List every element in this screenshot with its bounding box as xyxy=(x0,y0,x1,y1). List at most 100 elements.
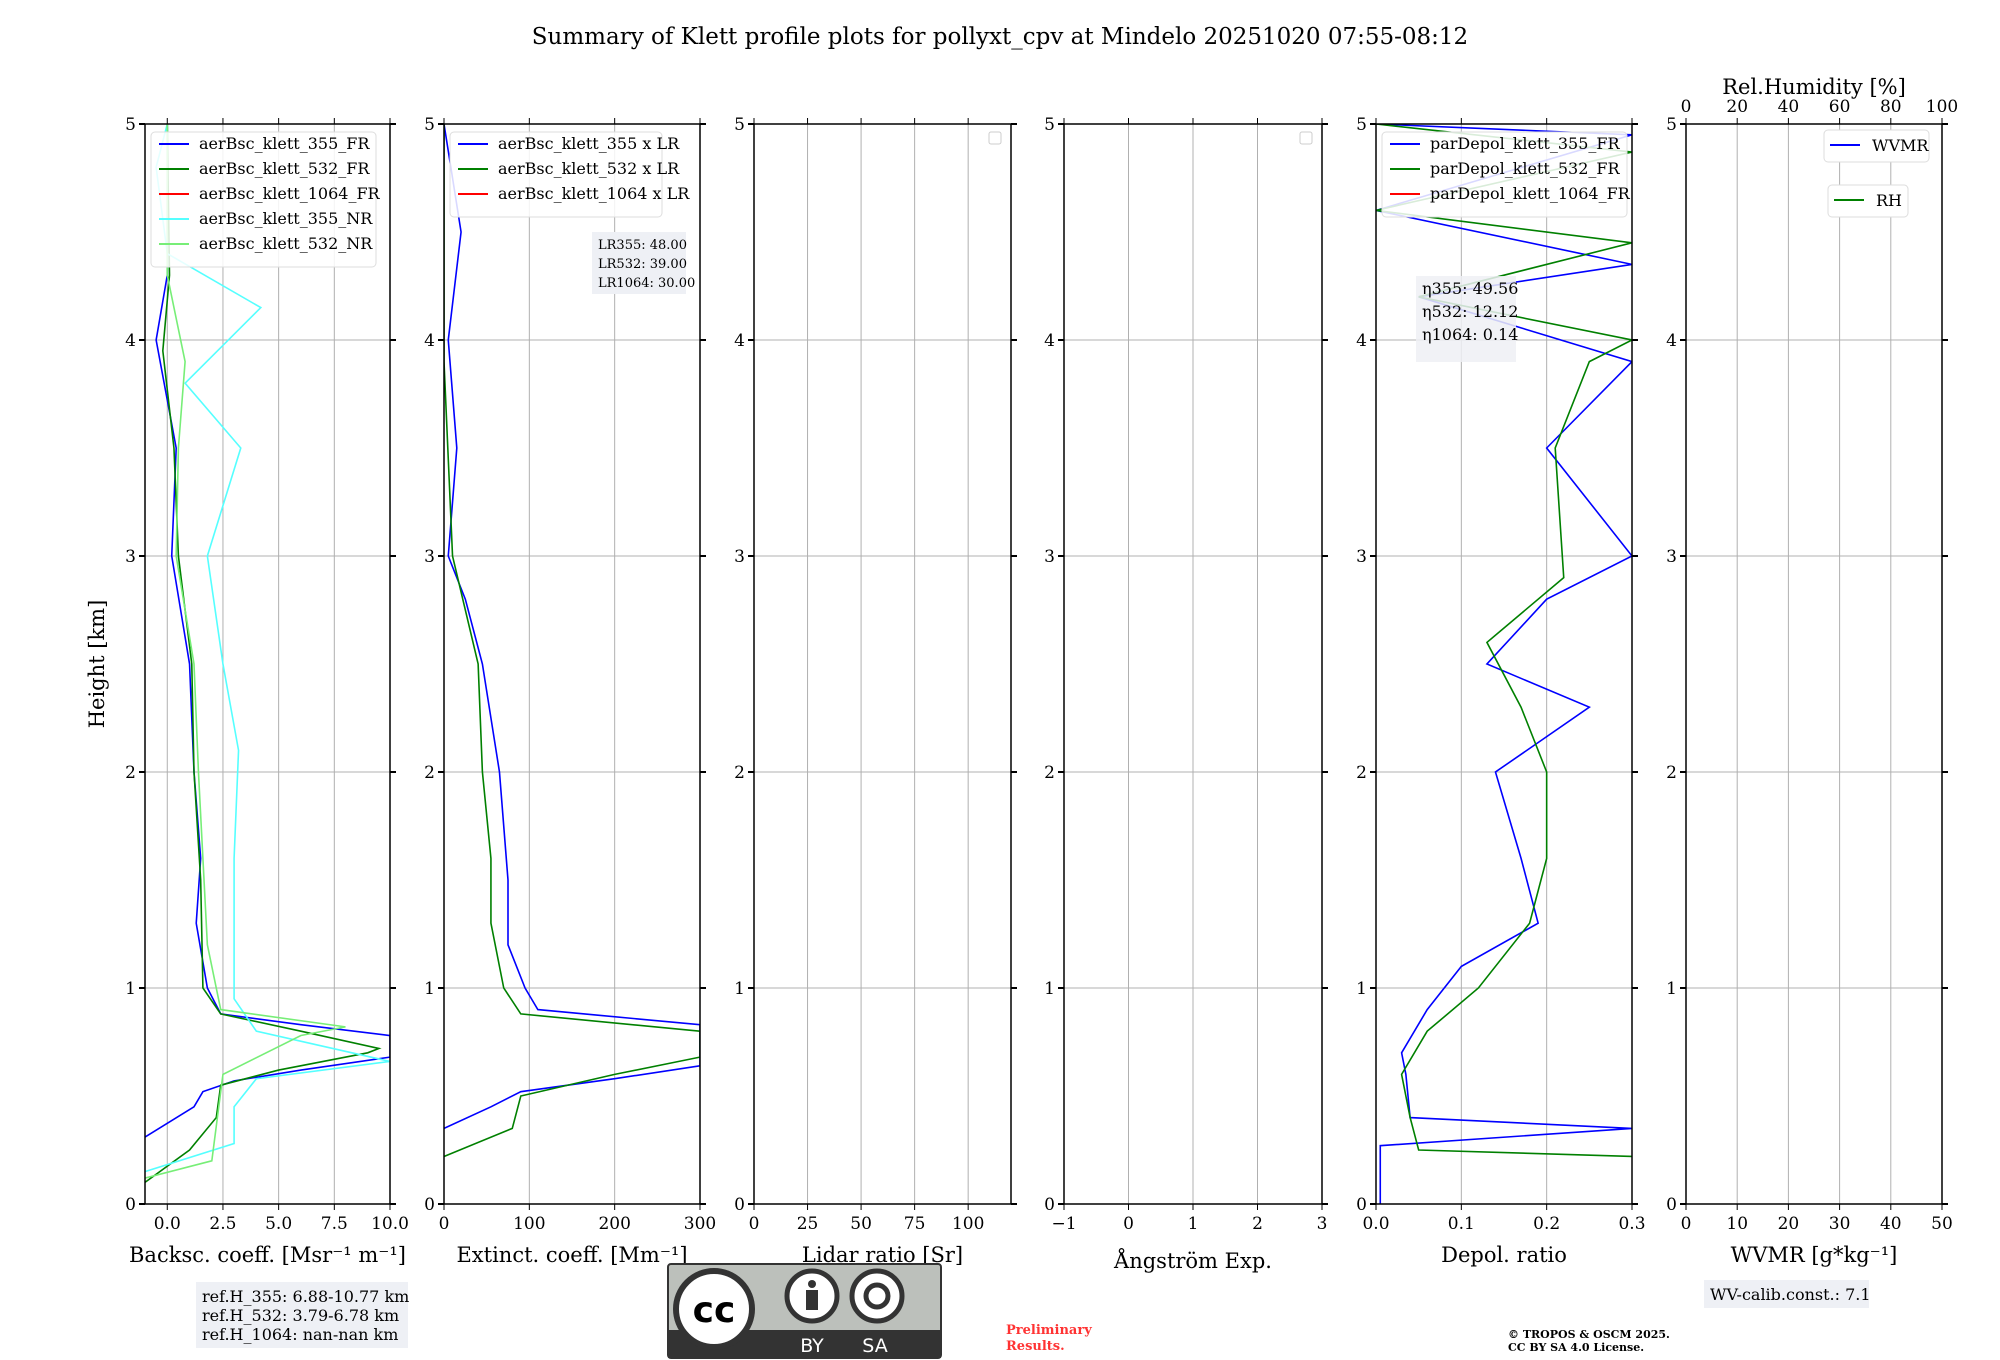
y-tick-label: 3 xyxy=(1666,547,1677,567)
x-tick-label: 100 xyxy=(513,1214,545,1234)
x-tick-label: 30 xyxy=(1829,1214,1851,1234)
panel-depol: 0.0 0.1 0.2 0.3 0 1 2 3 4 5 Depol. ratio parDepol_k… xyxy=(1356,115,1645,1267)
y-axis-label: Height [km] xyxy=(85,600,109,729)
top-x-tick-label: 80 xyxy=(1880,97,1902,117)
by-person-icon xyxy=(808,1280,816,1288)
top-x-tick-label: 60 xyxy=(1829,97,1851,117)
y-tick-label: 4 xyxy=(424,331,435,351)
sa-label: SA xyxy=(862,1335,887,1357)
y-tick-label: 2 xyxy=(424,763,435,783)
legend-entry: aerBsc_klett_1064 x LR xyxy=(498,184,690,203)
y-tick-label: 5 xyxy=(1044,115,1055,135)
x-tick-label: 0 xyxy=(1681,1214,1692,1234)
x-tick-label: 200 xyxy=(598,1214,630,1234)
legend-entry: aerBsc_klett_532_NR xyxy=(199,234,373,253)
panel-bsc: 0.0 2.5 5.0 7.5 10.0 0 1 2 3 4 5 Backsc. coeff. [Ms… xyxy=(125,115,409,1267)
legend-entry: aerBsc_klett_532_FR xyxy=(199,159,370,178)
by-label: BY xyxy=(800,1335,824,1357)
x-tick-label: 0.3 xyxy=(1618,1214,1645,1234)
legend-box xyxy=(449,131,663,218)
sa-icon xyxy=(849,1268,905,1324)
y-tick-label: 5 xyxy=(1356,115,1367,135)
series-line-aerBsc_klett_532_NR xyxy=(145,124,346,1179)
eta-box xyxy=(1416,276,1516,362)
lr-value: LR532: 39.00 xyxy=(598,257,687,272)
legend-entry: parDepol_klett_1064_FR xyxy=(1430,184,1631,203)
series-line-aerBsc_klett_532_FR xyxy=(145,124,382,1184)
x-tick-label: −1 xyxy=(1051,1214,1076,1234)
copyright-line1: © TROPOS & OSCM 2025. xyxy=(1508,1328,1670,1341)
eta-value: η532: 12.12 xyxy=(1422,302,1518,321)
y-tick-label: 2 xyxy=(1044,763,1055,783)
y-tick-label: 1 xyxy=(734,979,745,999)
series-line-aerBsc_klett_355_NR xyxy=(145,124,390,1173)
y-tick-label: 0 xyxy=(125,1195,136,1215)
legend-entry: RH xyxy=(1876,191,1902,210)
top-x-axis-label: Rel.Humidity [%] xyxy=(1722,75,1906,99)
panel-wv: 0 10 20 30 40 50 0 1 2 3 4 5 WVMR [g*kg⁻¹] 0 20 40 60 80 1… xyxy=(1666,75,1958,1308)
y-tick-label: 5 xyxy=(424,115,435,135)
y-tick-label: 1 xyxy=(424,979,435,999)
x-tick-label: 75 xyxy=(904,1214,926,1234)
x-axis-label: WVMR [g*kg⁻¹] xyxy=(1731,1243,1898,1267)
legend-entry: aerBsc_klett_1064_FR xyxy=(199,184,381,203)
cc-license-logo: cc BY SA xyxy=(667,1263,942,1359)
axes-frame xyxy=(753,123,1012,1205)
copyright-line2: CC BY SA 4.0 License. xyxy=(1508,1341,1644,1354)
x-tick-label: 0 xyxy=(749,1214,760,1234)
x-tick-label: 50 xyxy=(850,1214,872,1234)
lr-value: LR355: 48.00 xyxy=(598,238,687,253)
y-tick-label: 4 xyxy=(734,331,745,351)
series-line-aerBsc_klett_355_FR xyxy=(145,124,390,1138)
x-tick-label: 20 xyxy=(1778,1214,1800,1234)
empty-legend xyxy=(1299,131,1313,145)
x-axis-label: Ångström Exp. xyxy=(1113,1248,1272,1273)
legend-box-rh xyxy=(1827,184,1909,218)
legend-box xyxy=(150,131,377,268)
top-x-tick-label: 100 xyxy=(1926,97,1958,117)
legend-entry: aerBsc_klett_532 x LR xyxy=(498,159,680,178)
top-x-tick-label: 20 xyxy=(1726,97,1748,117)
y-tick-label: 5 xyxy=(1666,115,1677,135)
x-tick-label: 5.0 xyxy=(265,1214,292,1234)
legend-box-wvmr xyxy=(1823,129,1930,163)
x-tick-label: 0.0 xyxy=(154,1214,181,1234)
x-tick-label: 0 xyxy=(1123,1214,1134,1234)
x-axis-label: Depol. ratio xyxy=(1441,1243,1567,1267)
x-tick-label: 7.5 xyxy=(321,1214,348,1234)
x-tick-label: 40 xyxy=(1880,1214,1902,1234)
y-tick-label: 2 xyxy=(1356,763,1367,783)
y-tick-label: 5 xyxy=(125,115,136,135)
refh-box xyxy=(196,1282,408,1348)
legend-entry: parDepol_klett_532_FR xyxy=(1430,159,1621,178)
y-tick-label: 3 xyxy=(125,547,136,567)
wv-calib-text: WV-calib.const.: 7.1 xyxy=(1710,1285,1871,1304)
x-tick-label: 300 xyxy=(684,1214,716,1234)
top-x-tick-label: 0 xyxy=(1681,97,1692,117)
y-tick-label: 4 xyxy=(1666,331,1677,351)
legend-entry: aerBsc_klett_355_NR xyxy=(199,209,373,228)
x-axis-label: Extinct. coeff. [Mm⁻¹] xyxy=(456,1243,687,1267)
y-tick-label: 1 xyxy=(1666,979,1677,999)
y-tick-label: 4 xyxy=(125,331,136,351)
y-tick-label: 0 xyxy=(1666,1195,1677,1215)
legend-entry: parDepol_klett_355_FR xyxy=(1430,134,1621,153)
figure-title: Summary of Klett profile plots for polly… xyxy=(532,24,1468,50)
y-tick-label: 0 xyxy=(734,1195,745,1215)
eta-value: η355: 49.56 xyxy=(1422,279,1518,298)
x-tick-label: 50 xyxy=(1931,1214,1953,1234)
wv-calib-box xyxy=(1704,1280,1869,1308)
y-tick-label: 3 xyxy=(734,547,745,567)
x-tick-label: 25 xyxy=(797,1214,819,1234)
y-tick-label: 1 xyxy=(125,979,136,999)
y-tick-label: 5 xyxy=(734,115,745,135)
y-tick-label: 2 xyxy=(1666,763,1677,783)
refh-532: ref.H_532: 3.79-6.78 km xyxy=(202,1306,399,1325)
x-tick-label: 10.0 xyxy=(371,1214,409,1234)
x-tick-label: 1 xyxy=(1188,1214,1199,1234)
results-text: Results. xyxy=(1006,1339,1065,1354)
refh-355: ref.H_355: 6.88-10.77 km xyxy=(202,1287,409,1306)
panel-ext: 0 100 200 300 0 1 2 3 4 5 Extinct. coeff. [Mm⁻¹] ae… xyxy=(424,115,716,1267)
